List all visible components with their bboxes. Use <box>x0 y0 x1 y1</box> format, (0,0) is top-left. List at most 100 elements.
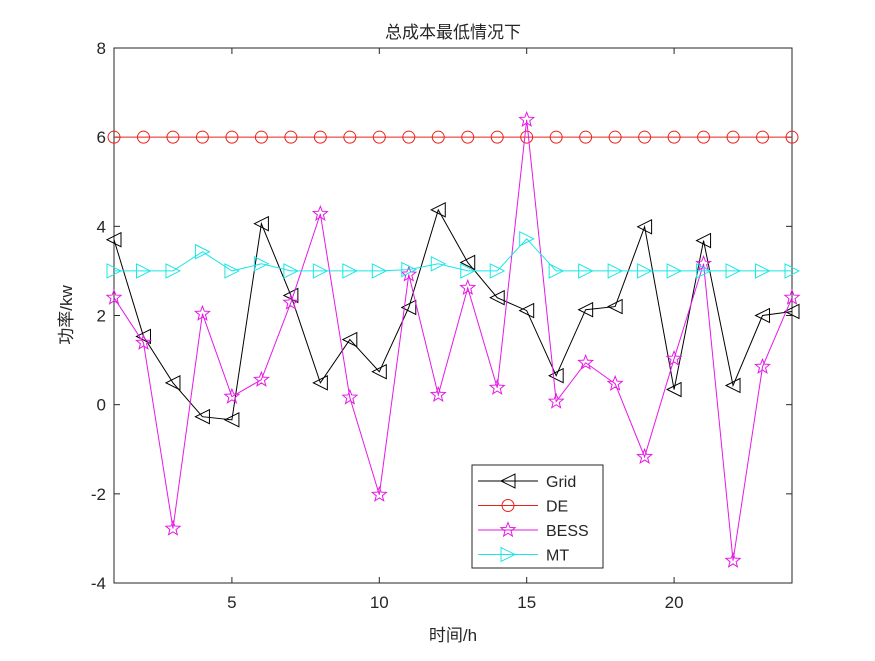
data-point-grid <box>430 202 446 218</box>
data-point-de <box>107 130 121 144</box>
data-point-mt <box>548 263 565 279</box>
y-axis-label: 功率/kw <box>57 285 76 345</box>
data-point-de <box>136 130 150 144</box>
data-point-de <box>402 130 416 144</box>
data-point-bess <box>429 385 447 403</box>
data-point-mt <box>194 243 211 260</box>
data-point-grid <box>282 287 299 304</box>
legend: Grid DE BESS MT <box>471 464 604 569</box>
data-point-de <box>372 130 386 144</box>
data-point-grid <box>636 218 653 235</box>
data-point-mt <box>253 255 270 272</box>
data-point-grid <box>489 289 505 306</box>
data-point-grid <box>400 299 417 316</box>
data-point-de <box>756 130 770 144</box>
data-point-bess <box>370 485 388 502</box>
data-point-bess <box>636 447 654 465</box>
data-point-bess <box>547 392 565 409</box>
data-point-bess <box>400 265 418 282</box>
series-line-bess <box>113 119 793 561</box>
data-point-mt <box>696 263 712 279</box>
data-point-bess <box>223 387 241 404</box>
data-point-grid <box>665 381 682 398</box>
series-grid <box>105 202 800 428</box>
plot-area <box>113 47 793 584</box>
data-point-de <box>225 130 239 144</box>
x-axis-label: 时间/h <box>429 626 477 645</box>
data-point-grid <box>695 232 712 249</box>
data-point-de <box>608 130 622 144</box>
data-point-grid <box>577 301 594 318</box>
data-point-de <box>284 130 298 144</box>
data-point-de <box>785 130 799 144</box>
y-tick-label: -2 <box>91 485 106 504</box>
y-tick-label: 8 <box>97 39 106 58</box>
legend-marker <box>499 473 516 489</box>
data-point-bess <box>135 333 152 350</box>
legend-item-de: DE <box>478 499 568 516</box>
data-point-de <box>431 130 445 144</box>
data-point-mt <box>489 263 506 279</box>
data-point-mt <box>224 263 241 279</box>
data-point-bess <box>341 388 359 405</box>
data-point-bess <box>459 278 477 296</box>
legend-box <box>471 464 604 569</box>
y-tick-label: 4 <box>97 217 106 236</box>
data-point-de <box>520 130 534 144</box>
data-point-mt <box>607 263 624 279</box>
data-point-bess <box>488 378 506 395</box>
data-point-bess <box>754 357 771 374</box>
legend-marker <box>500 546 517 563</box>
data-point-bess <box>193 304 211 321</box>
data-point-mt <box>283 263 299 279</box>
data-point-bess <box>724 551 742 568</box>
data-point-bess <box>606 374 624 391</box>
data-point-mt <box>106 263 123 279</box>
data-point-de <box>343 130 357 144</box>
data-point-de <box>726 130 740 144</box>
x-tick-label: 10 <box>370 593 389 612</box>
data-point-bess <box>518 110 536 127</box>
y-tick-label: 0 <box>97 396 106 415</box>
data-point-grid <box>371 363 387 380</box>
data-point-de <box>461 130 475 144</box>
series-line-mt <box>114 238 792 272</box>
y-tick-label: 6 <box>97 128 106 147</box>
data-point-de <box>195 130 209 144</box>
data-point-de <box>697 130 711 144</box>
data-point-mt <box>135 263 152 279</box>
data-point-de <box>313 130 327 144</box>
data-point-mt <box>430 255 447 272</box>
data-point-mt <box>666 263 683 279</box>
data-point-mt <box>755 263 771 279</box>
x-tick-label: 5 <box>227 593 236 612</box>
legend-item-bess: BESS <box>478 521 589 540</box>
data-point-de <box>490 130 504 144</box>
data-point-bess <box>252 370 270 387</box>
data-point-grid <box>754 307 771 324</box>
data-point-mt <box>725 263 742 279</box>
data-point-grid <box>783 303 800 320</box>
data-point-grid <box>253 215 269 232</box>
data-point-mt <box>342 263 358 279</box>
data-point-grid <box>135 328 151 345</box>
data-point-grid <box>459 254 476 271</box>
legend-label: BESS <box>546 523 589 540</box>
y-tick-label: -4 <box>91 574 106 593</box>
legend-item-grid: Grid <box>478 473 576 491</box>
data-point-bess <box>783 288 801 305</box>
legend-label: MT <box>546 548 569 565</box>
data-point-grid <box>164 375 181 391</box>
data-point-grid <box>194 408 210 425</box>
legend-item-mt: MT <box>478 546 569 565</box>
data-point-bess <box>282 293 300 310</box>
data-point-bess <box>577 353 595 370</box>
data-point-bess <box>311 204 329 222</box>
data-point-de <box>549 130 563 144</box>
data-point-bess <box>665 349 683 366</box>
data-point-bess <box>105 288 123 305</box>
data-point-grid <box>223 412 240 428</box>
data-point-mt <box>460 263 476 279</box>
data-point-grid <box>518 302 535 319</box>
